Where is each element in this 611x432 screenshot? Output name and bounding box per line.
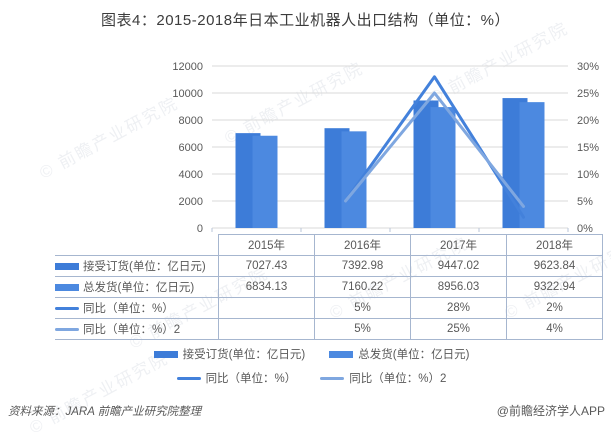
table-column-header: 2017年 bbox=[410, 234, 507, 256]
table-column-header: 2015年 bbox=[218, 234, 315, 256]
bar bbox=[519, 102, 545, 228]
table-column-header: 2018年 bbox=[506, 234, 603, 256]
left-axis-tick-label: 6000 bbox=[179, 142, 203, 154]
table-value-cell: 28% bbox=[410, 297, 507, 319]
table-value-cell: 4% bbox=[506, 318, 603, 340]
row-label: 总发货(单位：亿日元) bbox=[83, 282, 195, 294]
line-series-swatch-icon bbox=[55, 328, 79, 332]
right-axis-tick-label: 25% bbox=[577, 88, 599, 100]
table-column-header: 2016年 bbox=[314, 234, 411, 256]
data-table: 2015年 2016年 2017年 2018年接受订货(单位：亿日元) 7027.43 7… bbox=[55, 234, 603, 340]
row-label: 接受订货(单位：亿日元) bbox=[83, 261, 206, 273]
legend-label: 同比（单位：%） bbox=[205, 373, 297, 385]
legend-item: 同比（单位：%）2 bbox=[320, 370, 446, 386]
table-value-cell: 5% bbox=[314, 318, 411, 340]
row-label-cell: 同比（单位：%） bbox=[55, 297, 219, 319]
line-series-swatch-icon bbox=[55, 307, 79, 311]
right-axis-tick-label: 0% bbox=[577, 223, 593, 234]
row-label-cell: 接受订货(单位：亿日元) bbox=[55, 255, 219, 277]
legend-label: 接受订货(单位：亿日元) bbox=[182, 349, 306, 361]
table-row: 接受订货(单位：亿日元) 7027.43 7392.98 9447.02 9623.84 bbox=[55, 255, 603, 277]
legend-label: 总发货(单位：亿日元) bbox=[358, 349, 470, 361]
table-value-cell: 7160.22 bbox=[314, 276, 411, 298]
right-axis-tick-label: 5% bbox=[577, 196, 593, 208]
table-header-row: 2015年 2016年 2017年 2018年 bbox=[55, 234, 603, 256]
legend-item: 总发货(单位：亿日元) bbox=[329, 346, 469, 362]
right-axis-tick-label: 15% bbox=[577, 142, 599, 154]
bar bbox=[252, 135, 278, 228]
page-title: 图表4：2015-2018年日本工业机器人出口结构（单位：%） bbox=[101, 12, 510, 29]
row-label-cell: 同比（单位：%）2 bbox=[55, 318, 219, 340]
table-value-cell: 8956.03 bbox=[410, 276, 507, 298]
legend-line-swatch-icon bbox=[320, 376, 345, 380]
legend-item: 接受订货(单位：亿日元) bbox=[153, 346, 306, 362]
bar-series-swatch-icon bbox=[55, 284, 79, 292]
table-value-cell: 5% bbox=[314, 297, 411, 319]
right-axis-tick-label: 30% bbox=[577, 61, 599, 73]
table-value-cell: 6834.13 bbox=[218, 276, 315, 298]
combo-chart: 0 2000 4000 6000 8000 10000 12000 0% 5% 10% 15% 20%… bbox=[172, 61, 599, 234]
table-value-cell: 9623.84 bbox=[506, 255, 603, 277]
table-row: 总发货(单位：亿日元) 6834.13 7160.22 8956.03 9322.94 bbox=[55, 276, 603, 298]
legend-bar-swatch-icon bbox=[329, 350, 354, 358]
table-row: 同比（单位：%） 5% 28% 2% bbox=[55, 297, 603, 319]
row-label: 同比（单位：%） bbox=[83, 303, 174, 315]
table-value-cell: 7392.98 bbox=[314, 255, 411, 277]
left-axis-tick-label: 0 bbox=[197, 223, 203, 234]
legend-row: 接受订货(单位：亿日元) 总发货(单位：亿日元) bbox=[153, 346, 469, 362]
legend-row: 同比（单位：%） 同比（单位：%）2 bbox=[176, 370, 446, 386]
left-axis-tick-label: 8000 bbox=[179, 115, 203, 127]
bar-series-swatch-icon bbox=[55, 263, 79, 271]
legend-line-swatch-icon bbox=[176, 376, 201, 380]
table-value-cell: 25% bbox=[410, 318, 507, 340]
bar bbox=[430, 107, 456, 228]
row-label-cell: 总发货(单位：亿日元) bbox=[55, 276, 219, 298]
left-axis-tick-label: 10000 bbox=[172, 88, 203, 100]
left-axis-tick-label: 12000 bbox=[172, 61, 203, 73]
right-axis-tick-label: 20% bbox=[577, 115, 599, 127]
legend-bar-swatch-icon bbox=[153, 350, 178, 358]
table-value-cell bbox=[218, 297, 315, 319]
chart-legend: 接受订货(单位：亿日元) 总发货(单位：亿日元) 同比（单位：%） 同比（单位：%）2 bbox=[55, 346, 568, 386]
right-axis-tick-label: 10% bbox=[577, 169, 599, 181]
table-value-cell bbox=[218, 318, 315, 340]
table-value-cell: 2% bbox=[506, 297, 603, 319]
legend-label: 同比（单位：%）2 bbox=[349, 373, 447, 385]
source-note: 资料来源：JARA 前瞻产业研究院整理 bbox=[8, 406, 202, 418]
table-value-cell: 7027.43 bbox=[218, 255, 315, 277]
row-label: 同比（单位：%）2 bbox=[83, 324, 181, 336]
table-row: 同比（单位：%）2 5% 25% 4% bbox=[55, 318, 603, 340]
table-corner-cell bbox=[55, 234, 219, 256]
left-axis-tick-label: 4000 bbox=[179, 169, 203, 181]
legend-item: 同比（单位：%） bbox=[176, 370, 297, 386]
line-series bbox=[344, 91, 525, 208]
table-value-cell: 9322.94 bbox=[506, 276, 603, 298]
credit-note: @前瞻经济学人APP bbox=[496, 404, 605, 418]
left-axis-tick-label: 2000 bbox=[179, 196, 203, 208]
table-value-cell: 9447.02 bbox=[410, 255, 507, 277]
